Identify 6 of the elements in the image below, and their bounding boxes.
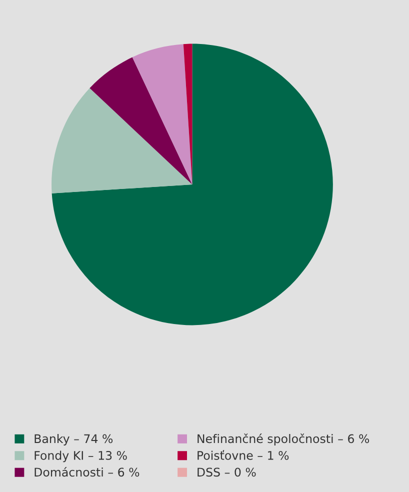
legend-label: DSS – 0 % bbox=[198, 468, 256, 477]
legend-label: Poisťovne – 1 % bbox=[198, 450, 289, 460]
legend-label: Banky – 74 % bbox=[34, 434, 113, 446]
legend-label: Nefinančné spoločnosti – 6 % bbox=[198, 434, 370, 446]
legend-label: Fondy KI – 13 % bbox=[34, 450, 127, 462]
legend-label: Domácnosti – 6 % bbox=[34, 467, 140, 477]
